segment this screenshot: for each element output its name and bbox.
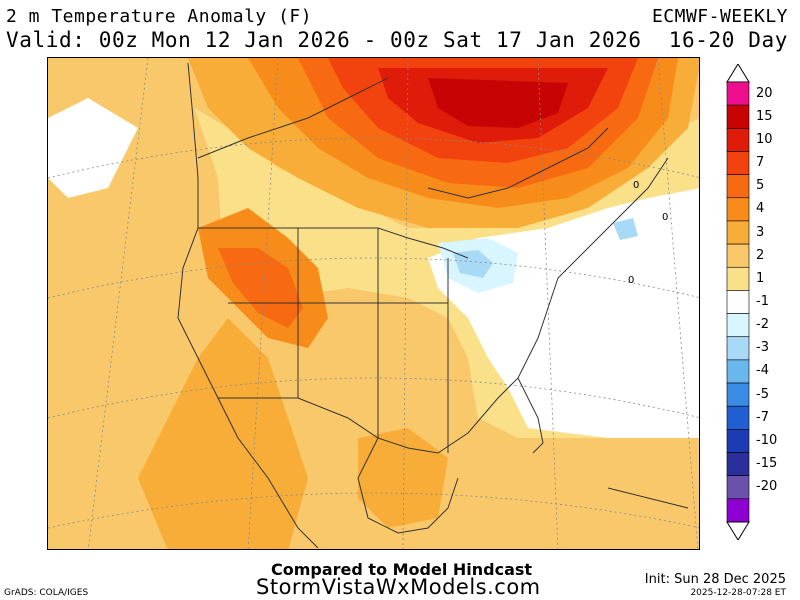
colorbar-label: 2 (756, 248, 765, 263)
contour-label: 0 (628, 275, 634, 286)
init-time: Init: Sun 28 Dec 2025 (644, 572, 786, 587)
forecast-range: 16-20 Day (668, 28, 788, 52)
colorbar-label: -3 (756, 340, 769, 355)
grads-credit: GrADS: COLA/IGES (4, 588, 89, 598)
colorbar-label: 1 (756, 271, 765, 286)
colorbar-box (726, 359, 750, 384)
colorbar-box (726, 243, 750, 268)
colorbar-box (726, 290, 750, 314)
anomaly-fill-15 (428, 78, 568, 128)
anomaly-fill-5 (218, 248, 303, 328)
colorbar-label: -7 (756, 410, 769, 425)
valid-period: Valid: 00z Mon 12 Jan 2026 - 00z Sat 17 … (6, 28, 642, 52)
colorbar-box (726, 151, 750, 175)
colorbar-label: -15 (756, 456, 778, 471)
colorbar-box (726, 104, 750, 129)
graticule (48, 58, 699, 549)
colorbar-top-arrow (726, 64, 750, 83)
colorbar-label: 10 (756, 132, 773, 147)
anomaly-fill-cool-atlantic (613, 218, 638, 240)
colorbar-label: 20 (756, 86, 773, 101)
colorbar-box (726, 197, 750, 222)
colorbar-box (726, 452, 750, 476)
colorbar-box (726, 128, 750, 152)
contour-label: 0 (633, 180, 639, 191)
colorbar-box (726, 382, 750, 407)
colorbar-label: 5 (756, 178, 765, 193)
colorbar-box (726, 174, 750, 199)
colorbar-label: 3 (756, 225, 765, 240)
colorbar-box (726, 266, 750, 291)
colorbar-label: 4 (756, 201, 765, 216)
colorbar-label: -2 (756, 317, 769, 332)
colorbar-label: -20 (756, 479, 778, 494)
colorbar-box (726, 405, 750, 430)
colorbar-box (726, 336, 750, 361)
anomaly-map: 0 0 0 (47, 57, 700, 550)
color-bar (726, 64, 750, 540)
hindcast-note: Compared to Model Hindcast (271, 560, 533, 579)
colorbar-label: 15 (756, 109, 773, 124)
colorbar-box (726, 313, 750, 338)
map-title: 2 m Temperature Anomaly (F) (6, 6, 313, 27)
colorbar-label: 7 (756, 155, 765, 170)
colorbar-box (726, 81, 750, 106)
colorbar-box (726, 429, 750, 453)
colorbar-box (726, 220, 750, 245)
colorbar-label: -10 (756, 433, 778, 448)
anomaly-fill-3 (138, 318, 308, 549)
anomaly-fill-cool-lakes (453, 250, 493, 278)
contour-label: 0 (662, 212, 668, 223)
colorbar-bottom-arrow (726, 521, 750, 540)
model-name: ECMWF-WEEKLY (651, 6, 788, 27)
colorbar-label: -4 (756, 363, 769, 378)
timestamp: 2025-12-28-07:28 ET (690, 588, 786, 598)
anomaly-fill-3-gulf (358, 428, 448, 528)
anomaly-fill-neutral-west (48, 98, 138, 198)
coastline (177, 62, 689, 549)
colorbar-label: -1 (756, 294, 769, 309)
colorbar-label: -5 (756, 387, 769, 402)
site-name: StormVistaWxModels.com (256, 575, 541, 599)
colorbar-box (726, 498, 750, 523)
colorbar-box (726, 475, 750, 500)
